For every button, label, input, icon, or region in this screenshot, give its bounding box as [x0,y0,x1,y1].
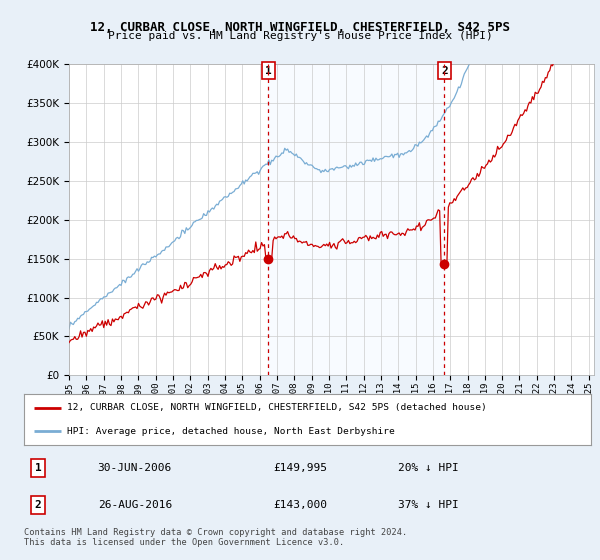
Bar [268,64,444,375]
Text: £149,995: £149,995 [274,463,328,473]
Text: Price paid vs. HM Land Registry's House Price Index (HPI): Price paid vs. HM Land Registry's House … [107,31,493,41]
Text: 20% ↓ HPI: 20% ↓ HPI [398,463,459,473]
Text: 1: 1 [265,66,272,76]
Text: 2: 2 [441,66,448,76]
Text: 26-AUG-2016: 26-AUG-2016 [98,500,172,510]
Text: £143,000: £143,000 [274,500,328,510]
Text: Contains HM Land Registry data © Crown copyright and database right 2024.
This d: Contains HM Land Registry data © Crown c… [24,528,407,548]
Text: HPI: Average price, detached house, North East Derbyshire: HPI: Average price, detached house, Nort… [67,427,394,436]
Text: 2: 2 [35,500,41,510]
Text: 1: 1 [35,463,41,473]
Text: 37% ↓ HPI: 37% ↓ HPI [398,500,459,510]
Text: 12, CURBAR CLOSE, NORTH WINGFIELD, CHESTERFIELD, S42 5PS (detached house): 12, CURBAR CLOSE, NORTH WINGFIELD, CHEST… [67,403,486,412]
Text: 12, CURBAR CLOSE, NORTH WINGFIELD, CHESTERFIELD, S42 5PS: 12, CURBAR CLOSE, NORTH WINGFIELD, CHEST… [90,21,510,34]
Text: 30-JUN-2006: 30-JUN-2006 [98,463,172,473]
